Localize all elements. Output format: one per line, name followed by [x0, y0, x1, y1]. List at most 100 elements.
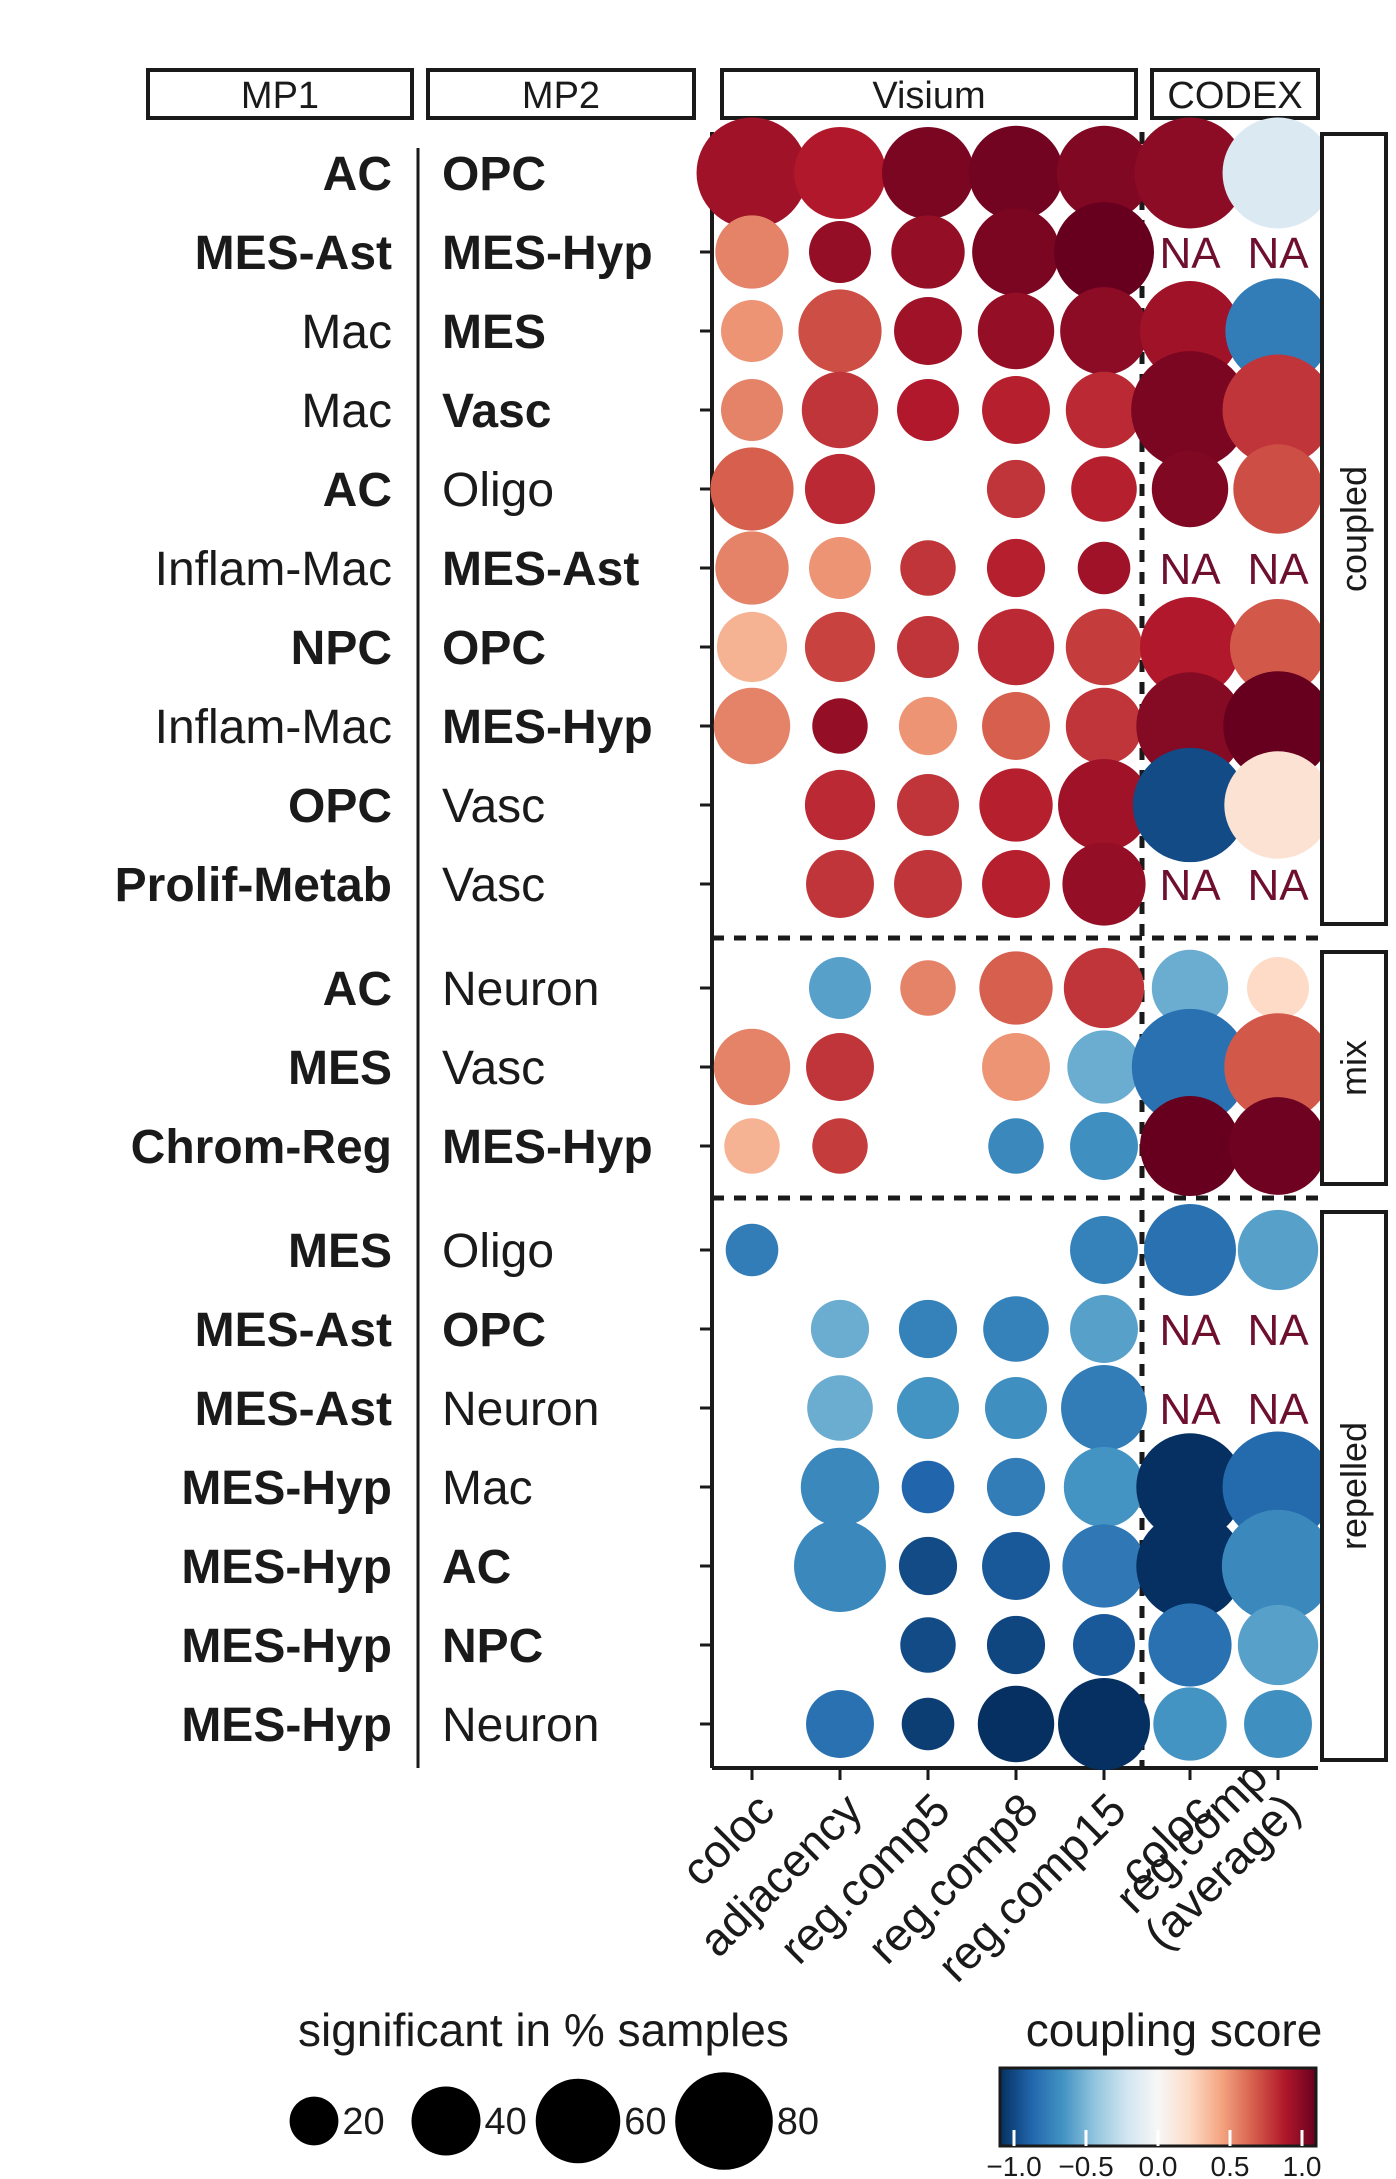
bubble — [882, 127, 974, 219]
bubble — [900, 540, 956, 596]
bubble — [1140, 281, 1240, 381]
size-legend: significant in % samples 20 40 60 80 — [289, 2004, 819, 2170]
bubble — [1134, 117, 1246, 229]
column-group-box — [146, 68, 414, 120]
bubble — [804, 769, 876, 841]
row-label-mp2: Vasc — [442, 780, 545, 833]
bubble — [1244, 1690, 1312, 1758]
color-legend-tick-label: 0.5 — [1211, 2151, 1250, 2179]
bubble — [901, 1697, 955, 1751]
bubble — [806, 1033, 874, 1101]
bubble — [1229, 1097, 1327, 1195]
bubble — [800, 1447, 880, 1527]
column-group-label: Visium — [872, 75, 985, 117]
bubble — [982, 692, 1050, 760]
row-label-mp1: MES — [288, 1225, 392, 1278]
bubble — [721, 379, 783, 441]
bubble — [901, 1460, 955, 1514]
bubble — [983, 1296, 1049, 1362]
bubble — [897, 616, 959, 678]
bubble — [716, 611, 788, 683]
na-label: NA — [1247, 861, 1309, 910]
bubble — [1229, 598, 1327, 696]
row-label-mp1: MES-Hyp — [181, 1699, 392, 1752]
bubble — [1070, 1112, 1138, 1180]
bubble — [982, 1033, 1050, 1101]
bubble — [1140, 1096, 1240, 1196]
bubble — [1136, 1433, 1244, 1541]
bubble — [1054, 202, 1154, 302]
bubble — [1247, 957, 1309, 1019]
bubble — [725, 1223, 779, 1277]
color-legend-tick-label: 1.0 — [1283, 2151, 1322, 2179]
bubble — [972, 208, 1060, 296]
bubble — [897, 379, 959, 441]
row-label-mp1: Mac — [301, 385, 392, 438]
bubble — [968, 125, 1064, 221]
bubbles: NA NA NA NA NA NA NA NA NA NA — [696, 117, 1335, 1770]
bubble — [812, 698, 868, 754]
bubble — [900, 1617, 956, 1673]
row-label-mp2: Neuron — [442, 1383, 599, 1436]
bubble — [977, 608, 1055, 686]
bubble — [801, 371, 879, 449]
bubble — [1073, 1614, 1135, 1676]
bubble — [807, 1375, 873, 1441]
row-label-mp2: MES-Ast — [442, 543, 639, 596]
row-label-mp1: MES-Hyp — [181, 1541, 392, 1594]
row-label-mp2: Oligo — [442, 464, 554, 517]
row-group-box — [1320, 950, 1388, 1186]
bubble — [1063, 947, 1145, 1029]
color-legend-title: coupling score — [1026, 2004, 1323, 2056]
na-label: NA — [1159, 861, 1221, 910]
row-label-mp1: Mac — [301, 306, 392, 359]
size-legend-circle — [675, 2072, 773, 2170]
column-group-box — [426, 68, 696, 120]
bubble — [1058, 759, 1150, 851]
bubble — [1067, 1030, 1141, 1104]
column-group-label: CODEX — [1167, 75, 1302, 117]
bubble — [1224, 751, 1332, 859]
bubble — [988, 1118, 1044, 1174]
bubble — [794, 127, 886, 219]
size-legend-circle — [535, 2078, 621, 2164]
bubble — [724, 1118, 780, 1174]
row-label-mp1: MES-Hyp — [181, 1462, 392, 1515]
bubble — [1222, 1431, 1334, 1543]
bubble — [1056, 125, 1152, 221]
bubble — [1062, 842, 1146, 926]
column-group-label: MP2 — [522, 75, 600, 117]
row-label-mp1: AC — [323, 464, 392, 517]
bubble — [812, 1118, 868, 1174]
bubble — [1077, 541, 1131, 595]
row-label-mp1: MES-Ast — [195, 1304, 392, 1357]
bubble — [1225, 278, 1331, 384]
bubble — [1237, 1209, 1319, 1291]
bubble — [1131, 1008, 1249, 1126]
bubble — [898, 696, 958, 756]
row-label-mp2: MES — [442, 306, 546, 359]
bubble — [798, 289, 882, 373]
bubble — [898, 1299, 958, 1359]
row-label-mp1: MES — [288, 1042, 392, 1095]
bubble — [1065, 371, 1143, 449]
color-legend-tick-label: 0.0 — [1139, 2151, 1178, 2179]
bubble — [982, 376, 1050, 444]
bubble — [696, 117, 808, 229]
row-label-mp2: OPC — [442, 622, 546, 675]
bubble — [1153, 1687, 1227, 1761]
row-group-label: mix — [1333, 1040, 1374, 1096]
size-legend-label: 40 — [485, 2101, 527, 2143]
row-label-mp1: MES-Ast — [195, 1383, 392, 1436]
bubble — [1223, 671, 1333, 781]
row-label-mp2: Oligo — [442, 1225, 554, 1278]
na-label: NA — [1247, 229, 1309, 278]
bubble — [1144, 1204, 1236, 1296]
bubble — [713, 687, 791, 765]
bubble — [715, 215, 789, 289]
column-group-label: MP1 — [241, 75, 319, 117]
bubble — [1136, 672, 1244, 780]
bubble — [986, 1615, 1046, 1675]
row-label-mp1: OPC — [288, 780, 392, 833]
